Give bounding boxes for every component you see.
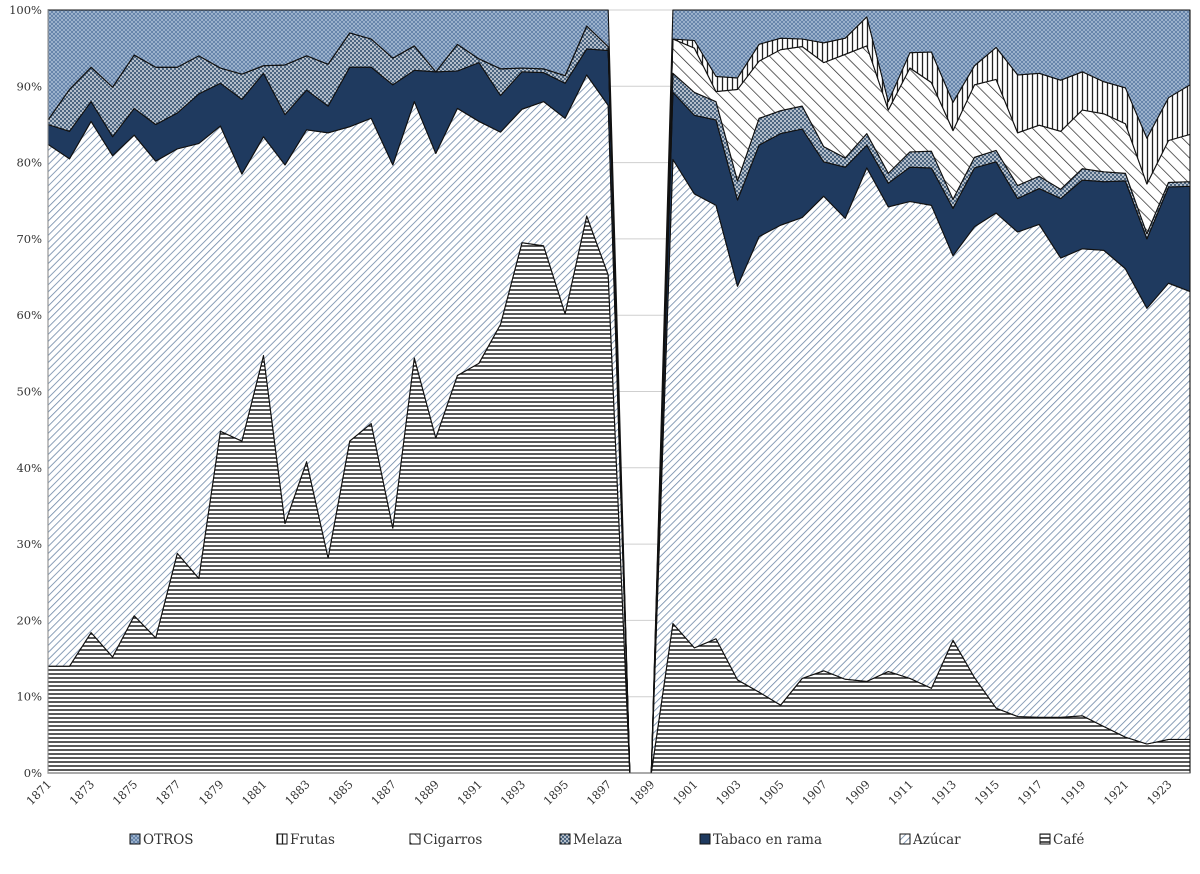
x-tick-label: 1873 xyxy=(67,777,98,808)
legend-label: Azúcar xyxy=(912,832,961,848)
area-otros xyxy=(47,9,631,774)
x-tick-label: 1921 xyxy=(1101,777,1132,808)
x-tick-label: 1923 xyxy=(1144,777,1175,808)
x-tick-label: 1913 xyxy=(928,777,959,808)
legend-swatch xyxy=(129,833,141,845)
y-tick-label: 10% xyxy=(16,690,42,704)
x-tick-label: 1883 xyxy=(282,777,313,808)
x-tick-label: 1909 xyxy=(842,777,873,808)
x-tick-label: 1911 xyxy=(885,777,916,808)
x-tick-label: 1905 xyxy=(756,777,787,808)
legend-swatch xyxy=(1039,833,1051,845)
x-tick-label: 1901 xyxy=(670,777,701,808)
x-tick-label: 1903 xyxy=(713,777,744,808)
legend-label: Café xyxy=(1053,832,1084,848)
x-tick-label: 1919 xyxy=(1058,777,1089,808)
legend-item: Melaza xyxy=(559,832,622,848)
legend-label: OTROS xyxy=(143,832,194,848)
y-tick-label: 80% xyxy=(16,156,42,170)
x-tick-label: 1897 xyxy=(584,777,615,808)
x-tick-label: 1887 xyxy=(368,777,399,808)
x-tick-label: 1917 xyxy=(1015,777,1046,808)
legend-label: Frutas xyxy=(290,832,335,848)
y-tick-label: 50% xyxy=(16,385,42,399)
legend-swatch xyxy=(899,833,911,845)
legend-swatch xyxy=(276,833,288,845)
x-tick-label: 1915 xyxy=(972,777,1003,808)
y-tick-label: 100% xyxy=(9,3,42,17)
x-tick-label: 1889 xyxy=(411,777,442,808)
y-tick-label: 20% xyxy=(16,613,42,627)
legend-swatch xyxy=(559,833,571,845)
legend-swatch xyxy=(699,833,711,845)
x-tick-label: 1907 xyxy=(799,777,830,808)
x-tick-label: 1877 xyxy=(153,777,184,808)
legend: OTROS Frutas Cigarros Melaza Tabaco en rama A… xyxy=(129,832,1084,848)
legend-item: Azúcar xyxy=(899,832,961,848)
legend-item: Frutas xyxy=(276,832,335,848)
y-tick-label: 30% xyxy=(16,537,42,551)
y-tick-label: 70% xyxy=(16,232,42,246)
legend-label: Melaza xyxy=(573,832,622,848)
x-tick-label: 1893 xyxy=(498,777,529,808)
y-tick-label: 40% xyxy=(16,461,42,475)
x-tick-label: 1871 xyxy=(24,777,55,808)
x-tick-label: 1879 xyxy=(196,777,227,808)
legend-label: Cigarros xyxy=(423,832,482,848)
y-tick-label: 60% xyxy=(16,308,42,322)
y-tick-label: 0% xyxy=(24,766,42,780)
area-otros xyxy=(650,9,1191,774)
x-tick-label: 1895 xyxy=(541,777,572,808)
legend-item: Tabaco en rama xyxy=(699,832,822,848)
x-tick-label: 1885 xyxy=(325,777,356,808)
legend-item: OTROS xyxy=(129,832,194,848)
area-layer xyxy=(47,9,1191,774)
legend-swatch xyxy=(409,833,421,845)
x-tick-label: 1881 xyxy=(239,777,270,808)
legend-item: Café xyxy=(1039,832,1084,848)
x-tick-label: 1891 xyxy=(454,777,485,808)
legend-label: Tabaco en rama xyxy=(713,832,822,848)
x-tick-label: 1899 xyxy=(627,777,658,808)
legend-item: Cigarros xyxy=(409,832,482,848)
y-tick-label: 90% xyxy=(16,79,42,93)
x-tick-label: 1875 xyxy=(110,777,141,808)
